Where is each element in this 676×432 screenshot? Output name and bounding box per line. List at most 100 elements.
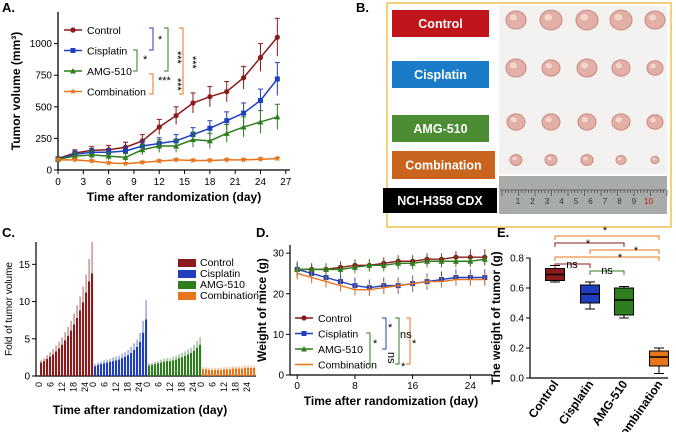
panel-c-label: C. bbox=[2, 225, 15, 240]
tumor-highlight bbox=[615, 117, 622, 123]
series-amg510 bbox=[148, 337, 202, 376]
bar-amg510 bbox=[172, 360, 175, 376]
data-point-combination bbox=[189, 157, 197, 164]
data-point-control bbox=[274, 34, 280, 40]
bar-amg510 bbox=[148, 365, 151, 376]
bar-amg510 bbox=[154, 364, 157, 376]
bar-cisplatin bbox=[94, 366, 97, 376]
group-label-box bbox=[392, 151, 495, 179]
significance-bracket bbox=[554, 235, 660, 240]
tumor bbox=[575, 9, 599, 31]
data-point-amg510 bbox=[438, 258, 445, 264]
ruler bbox=[499, 176, 667, 214]
data-point-amg510 bbox=[351, 264, 358, 270]
significance-mark: * bbox=[143, 54, 148, 66]
y-tick-label: 20 bbox=[273, 289, 285, 300]
tumor-highlight bbox=[650, 117, 656, 123]
y-tick-label: 0 bbox=[278, 371, 284, 382]
bar-control bbox=[67, 335, 70, 376]
x-tick-label: 24 bbox=[465, 381, 477, 392]
y-tick-label: 0.4 bbox=[510, 314, 524, 325]
bar-control bbox=[52, 354, 55, 376]
legend-label-combination: Combination bbox=[200, 290, 259, 302]
tumor-highlight bbox=[510, 14, 517, 21]
tumor bbox=[577, 113, 597, 131]
tumor bbox=[615, 155, 627, 165]
bar-cisplatin bbox=[106, 362, 109, 376]
tumor-highlight bbox=[581, 62, 588, 69]
data-point-combination bbox=[172, 156, 180, 163]
bar-combination bbox=[232, 368, 235, 376]
group-label-text: NCI-H358 CDX bbox=[397, 194, 483, 208]
bar-amg510 bbox=[190, 352, 193, 376]
panel-d-line-chart: 0 10 20 30 0 8 16 24 Time after randomization (d… bbox=[255, 245, 492, 408]
series-combination bbox=[296, 267, 486, 296]
data-point-amg510 bbox=[409, 260, 416, 266]
y-tick-label: 0.6 bbox=[510, 284, 524, 295]
data-point-control bbox=[173, 113, 179, 119]
data-point-amg510 bbox=[88, 151, 95, 158]
series-line-amg510 bbox=[57, 116, 278, 160]
photo-background bbox=[499, 6, 667, 174]
legend-marker-combination bbox=[69, 88, 77, 95]
panel-a-line-chart: 0 250 500 750 1000 0 3 6 9 12 15 18 21 24 27 Time after… bbox=[9, 12, 292, 204]
bar-control bbox=[76, 317, 79, 376]
data-point-cisplatin bbox=[122, 148, 128, 154]
bar-amg510 bbox=[181, 357, 184, 376]
bar-amg510 bbox=[166, 361, 169, 376]
significance-mark: *** bbox=[171, 51, 183, 65]
data-point-amg510 bbox=[308, 266, 315, 272]
tumor-highlight bbox=[652, 157, 656, 161]
data-point-amg510 bbox=[156, 142, 163, 149]
data-point-amg510 bbox=[105, 153, 112, 159]
y-tick-label: 5 bbox=[24, 334, 30, 345]
data-point-combination bbox=[274, 155, 281, 162]
legend-marker-amg510 bbox=[70, 68, 76, 74]
tumor-highlight bbox=[545, 63, 552, 69]
tumor-highlight bbox=[510, 117, 517, 123]
series-cisplatin bbox=[94, 300, 148, 376]
legend-label-amg510: AMG-510 bbox=[318, 344, 363, 356]
tumor bbox=[541, 113, 561, 131]
x-tick-label: 18 bbox=[177, 382, 187, 392]
bar-cisplatin bbox=[124, 356, 127, 376]
x-tick-label: 18 bbox=[204, 177, 216, 188]
ruler-number: 3 bbox=[545, 197, 550, 206]
group-label-box bbox=[392, 115, 489, 142]
significance-bracket bbox=[406, 317, 411, 365]
data-point-amg510 bbox=[139, 146, 146, 153]
bar-amg510 bbox=[184, 355, 187, 376]
legend-swatch-control bbox=[178, 259, 196, 267]
bar-control bbox=[79, 310, 82, 376]
legend-swatch-amg510 bbox=[178, 281, 196, 289]
y-axis-label: Tumor volume (mm³) bbox=[9, 32, 23, 150]
significance-bracket bbox=[554, 256, 660, 261]
bar-amg510 bbox=[193, 350, 196, 376]
legend-label-combination: Combination bbox=[87, 87, 146, 99]
x-axis-label: Time after randomization (day) bbox=[87, 190, 261, 204]
data-point-control bbox=[156, 124, 162, 130]
bar-cisplatin bbox=[145, 319, 148, 376]
significance-bracket bbox=[149, 27, 154, 51]
legend-label-control: Control bbox=[87, 25, 121, 37]
bar-cisplatin bbox=[133, 349, 136, 376]
y-tick-label: 750 bbox=[35, 71, 52, 82]
tumor bbox=[650, 155, 660, 165]
x-tick-label: 18 bbox=[231, 382, 241, 392]
legend-marker-control bbox=[301, 315, 307, 321]
bar-combination bbox=[223, 369, 226, 376]
data-point-combination bbox=[139, 159, 146, 166]
bar-control bbox=[58, 348, 61, 376]
panel-a-label: A. bbox=[2, 0, 15, 15]
significance-bracket bbox=[554, 242, 625, 247]
data-point-amg510 bbox=[323, 266, 330, 272]
bar-control bbox=[70, 330, 73, 376]
data-point-amg510 bbox=[274, 113, 281, 120]
significance-bracket bbox=[149, 73, 154, 95]
tumor bbox=[576, 58, 598, 78]
bar-cisplatin bbox=[130, 352, 133, 376]
legend-label-amg510: AMG-510 bbox=[200, 279, 245, 291]
data-point-amg510 bbox=[424, 258, 431, 264]
legend-label-cisplatin: Cisplatin bbox=[200, 268, 240, 280]
